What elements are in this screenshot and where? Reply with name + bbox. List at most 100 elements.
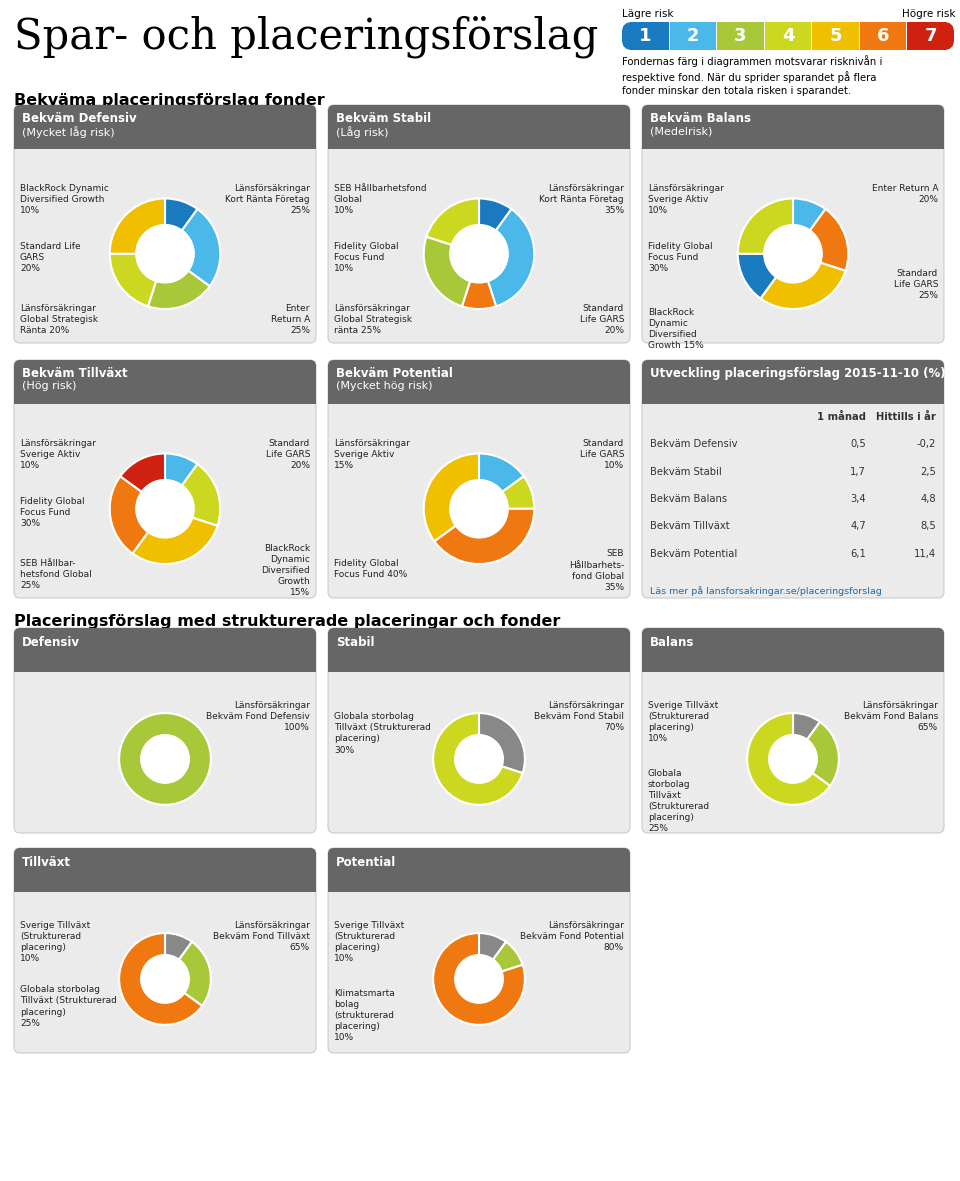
Text: Globala storbolag
Tillväxt (Strukturerad
placering)
30%: Globala storbolag Tillväxt (Strukturerad… <box>334 712 431 755</box>
Text: Tillväxt: Tillväxt <box>22 855 71 868</box>
Circle shape <box>136 479 194 537</box>
FancyBboxPatch shape <box>14 360 316 598</box>
FancyBboxPatch shape <box>642 360 944 404</box>
Bar <box>328 381 630 404</box>
Text: Bekväm Balans: Bekväm Balans <box>650 494 727 504</box>
FancyBboxPatch shape <box>328 628 630 833</box>
Text: 6: 6 <box>876 27 889 45</box>
FancyBboxPatch shape <box>328 105 630 342</box>
Bar <box>765 22 811 50</box>
Text: Potential: Potential <box>336 855 396 868</box>
FancyBboxPatch shape <box>14 848 316 892</box>
Text: Stabil: Stabil <box>336 635 374 648</box>
Text: Bekväm Balans: Bekväm Balans <box>650 112 751 125</box>
Circle shape <box>141 955 189 1003</box>
FancyBboxPatch shape <box>642 105 944 149</box>
Text: Fidelity Global
Focus Fund
10%: Fidelity Global Focus Fund 10% <box>334 242 398 273</box>
FancyBboxPatch shape <box>328 848 630 892</box>
Text: Länsförsäkringar
Bekväm Fond Balans
65%: Länsförsäkringar Bekväm Fond Balans 65% <box>844 702 938 732</box>
Text: Högre risk: Högre risk <box>901 9 955 19</box>
Circle shape <box>769 735 817 783</box>
Wedge shape <box>119 933 203 1025</box>
Wedge shape <box>109 198 165 254</box>
FancyBboxPatch shape <box>642 105 944 342</box>
Wedge shape <box>165 198 198 230</box>
Wedge shape <box>181 209 220 286</box>
Bar <box>860 22 906 50</box>
Text: Bekväm Stabil: Bekväm Stabil <box>336 112 431 125</box>
Text: 5: 5 <box>829 27 842 45</box>
Text: BlackRock Dynamic
Diversified Growth
10%: BlackRock Dynamic Diversified Growth 10% <box>20 184 108 215</box>
Text: 8,5: 8,5 <box>921 521 936 531</box>
Text: Bekväm Potential: Bekväm Potential <box>336 367 453 380</box>
Bar <box>14 650 316 672</box>
Text: 7: 7 <box>924 27 937 45</box>
Bar <box>642 650 944 672</box>
Text: Bekväm Defensiv: Bekväm Defensiv <box>650 439 737 449</box>
Wedge shape <box>810 209 849 270</box>
Wedge shape <box>433 933 525 1025</box>
Text: Sverige Tillväxt
(Strukturerad
placering)
10%: Sverige Tillväxt (Strukturerad placering… <box>334 921 404 964</box>
Wedge shape <box>479 713 525 774</box>
Text: (Hög risk): (Hög risk) <box>22 381 77 391</box>
Text: Länsförsäkringar
Sverige Aktiv
15%: Länsförsäkringar Sverige Aktiv 15% <box>334 439 410 470</box>
Circle shape <box>455 735 503 783</box>
FancyBboxPatch shape <box>642 360 944 598</box>
Text: Globala storbolag
Tillväxt (Strukturerad
placering)
25%: Globala storbolag Tillväxt (Strukturerad… <box>20 985 117 1027</box>
Text: 1,7: 1,7 <box>851 466 866 477</box>
Wedge shape <box>109 254 156 306</box>
FancyBboxPatch shape <box>14 628 316 672</box>
Bar <box>328 870 630 892</box>
Text: 6,1: 6,1 <box>851 549 866 559</box>
Text: Standard
Life GARS
25%: Standard Life GARS 25% <box>894 269 938 300</box>
Wedge shape <box>502 476 535 509</box>
Text: Hittills i år: Hittills i år <box>876 412 936 422</box>
Wedge shape <box>479 933 506 960</box>
Text: Lägre risk: Lägre risk <box>622 9 674 19</box>
Circle shape <box>136 226 194 282</box>
FancyBboxPatch shape <box>907 22 954 50</box>
Text: Bekväm Potential: Bekväm Potential <box>650 549 737 559</box>
Wedge shape <box>747 713 830 804</box>
FancyBboxPatch shape <box>642 628 944 672</box>
Wedge shape <box>148 270 209 309</box>
Text: Placeringsförslag med strukturerade placeringar och fonder: Placeringsförslag med strukturerade plac… <box>14 614 561 629</box>
Wedge shape <box>120 454 165 491</box>
Text: Länsförsäkringar
Global Strategisk
Ränta 20%: Länsförsäkringar Global Strategisk Ränta… <box>20 305 98 335</box>
Wedge shape <box>462 281 496 309</box>
Wedge shape <box>165 933 192 960</box>
Wedge shape <box>479 454 524 491</box>
FancyBboxPatch shape <box>14 628 316 833</box>
Text: Sverige Tillväxt
(Strukturerad
placering)
10%: Sverige Tillväxt (Strukturerad placering… <box>20 921 90 964</box>
FancyBboxPatch shape <box>14 848 316 1053</box>
Text: 4,8: 4,8 <box>921 494 936 504</box>
Text: 4: 4 <box>781 27 794 45</box>
Text: Defensiv: Defensiv <box>22 635 80 648</box>
Text: Länsförsäkringar
Global Strategisk
ränta 25%: Länsförsäkringar Global Strategisk ränta… <box>334 305 412 335</box>
Text: Länsförsäkringar
Kort Ränta Företag
35%: Länsförsäkringar Kort Ränta Företag 35% <box>540 184 624 215</box>
Text: 1: 1 <box>639 27 652 45</box>
Text: Fidelity Global
Focus Fund
30%: Fidelity Global Focus Fund 30% <box>20 497 84 528</box>
Text: -0,2: -0,2 <box>917 439 936 449</box>
Text: Bekväm Tillväxt: Bekväm Tillväxt <box>650 521 730 531</box>
Wedge shape <box>119 713 211 804</box>
Text: Enter
Return A
25%: Enter Return A 25% <box>271 305 310 335</box>
FancyBboxPatch shape <box>328 628 630 672</box>
Text: Bekväm Tillväxt: Bekväm Tillväxt <box>22 367 128 380</box>
Text: Sverige Tillväxt
(Strukturerad
placering)
10%: Sverige Tillväxt (Strukturerad placering… <box>648 702 718 743</box>
Circle shape <box>141 735 189 783</box>
Text: Globala
storbolag
Tillväxt
(Strukturerad
placering)
25%: Globala storbolag Tillväxt (Strukturerad… <box>648 769 709 833</box>
Text: Bekväm Defensiv: Bekväm Defensiv <box>22 112 136 125</box>
Wedge shape <box>807 722 839 785</box>
Text: 2,5: 2,5 <box>920 466 936 477</box>
Text: Länsförsäkringar
Bekväm Fond Defensiv
100%: Länsförsäkringar Bekväm Fond Defensiv 10… <box>206 702 310 732</box>
FancyBboxPatch shape <box>14 105 316 342</box>
Text: Spar- och placeringsförslag: Spar- och placeringsförslag <box>14 17 598 59</box>
Wedge shape <box>179 941 211 1006</box>
Wedge shape <box>479 198 512 230</box>
FancyBboxPatch shape <box>328 360 630 404</box>
Wedge shape <box>737 254 776 299</box>
Wedge shape <box>488 209 535 306</box>
Circle shape <box>450 479 508 537</box>
Text: 2: 2 <box>686 27 699 45</box>
